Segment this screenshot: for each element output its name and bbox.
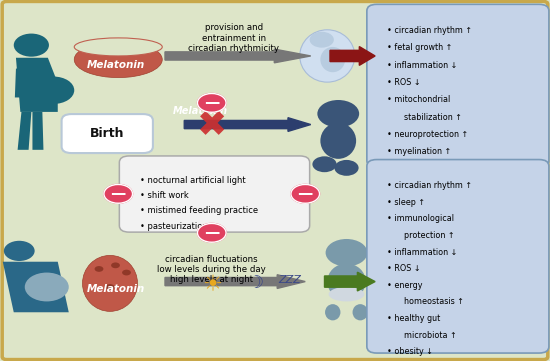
Circle shape <box>317 100 359 127</box>
Text: ☀: ☀ <box>202 275 222 295</box>
Text: Melatonin: Melatonin <box>86 60 145 70</box>
Text: —: — <box>111 186 126 201</box>
Polygon shape <box>32 112 43 150</box>
FancyArrow shape <box>184 118 311 131</box>
Text: stabilization ↑: stabilization ↑ <box>399 113 462 122</box>
Circle shape <box>95 266 103 272</box>
Circle shape <box>334 160 359 176</box>
Text: —: — <box>204 225 219 240</box>
Ellipse shape <box>325 304 340 321</box>
Circle shape <box>310 32 334 48</box>
Text: • healthy gut: • healthy gut <box>387 314 440 323</box>
Text: • inflammation ↓: • inflammation ↓ <box>387 61 457 70</box>
Circle shape <box>4 241 35 261</box>
FancyBboxPatch shape <box>62 114 153 153</box>
FancyBboxPatch shape <box>367 160 549 353</box>
Text: ☽: ☽ <box>248 274 264 292</box>
Text: —: — <box>298 186 313 201</box>
Text: Melatonin: Melatonin <box>86 284 145 294</box>
FancyBboxPatch shape <box>119 156 310 232</box>
Ellipse shape <box>327 264 366 300</box>
Circle shape <box>197 223 226 242</box>
Circle shape <box>25 273 69 301</box>
Text: • mitochondrial: • mitochondrial <box>387 95 450 104</box>
Ellipse shape <box>74 42 162 78</box>
Ellipse shape <box>320 123 356 159</box>
FancyArrow shape <box>330 47 375 65</box>
Polygon shape <box>3 262 69 312</box>
Ellipse shape <box>82 256 138 311</box>
Text: Birth: Birth <box>90 127 124 140</box>
Circle shape <box>197 93 226 112</box>
Ellipse shape <box>300 30 355 82</box>
Ellipse shape <box>74 38 162 56</box>
Ellipse shape <box>320 47 345 72</box>
FancyArrow shape <box>165 275 305 288</box>
Text: • energy: • energy <box>387 281 422 290</box>
Text: • neuroprotection ↑: • neuroprotection ↑ <box>387 130 468 139</box>
Text: • immunological: • immunological <box>387 214 454 223</box>
Text: circadian fluctuations
low levels during the day
high levels at night: circadian fluctuations low levels during… <box>157 255 266 284</box>
Text: ZZZ: ZZZ <box>278 275 301 285</box>
Text: microbiota ↑: microbiota ↑ <box>399 331 456 340</box>
Polygon shape <box>16 58 58 112</box>
Text: • obesity ↓: • obesity ↓ <box>387 347 433 356</box>
FancyBboxPatch shape <box>367 4 549 167</box>
Text: protection ↑: protection ↑ <box>399 231 454 240</box>
Text: • sleep ↑: • sleep ↑ <box>387 198 425 207</box>
Ellipse shape <box>353 304 368 321</box>
Text: • circadian rhythm ↑: • circadian rhythm ↑ <box>387 181 472 190</box>
Text: Melatonin: Melatonin <box>173 106 228 116</box>
Text: • nocturnal artificial light: • nocturnal artificial light <box>140 176 246 185</box>
Circle shape <box>122 270 131 275</box>
Circle shape <box>32 77 74 104</box>
Circle shape <box>326 239 367 266</box>
Polygon shape <box>18 112 31 150</box>
Ellipse shape <box>329 287 364 301</box>
Text: • shift work: • shift work <box>140 191 189 200</box>
Text: • ROS ↓: • ROS ↓ <box>387 264 420 273</box>
FancyArrow shape <box>324 272 375 291</box>
Circle shape <box>312 156 337 172</box>
Text: • inflammation ↓: • inflammation ↓ <box>387 248 457 257</box>
Text: homeostasis ↑: homeostasis ↑ <box>399 297 464 306</box>
Text: • mistimed feeding practice: • mistimed feeding practice <box>140 206 258 216</box>
Circle shape <box>291 184 320 203</box>
Circle shape <box>104 184 133 203</box>
Text: • pasteurization: • pasteurization <box>140 222 208 231</box>
Polygon shape <box>15 69 23 97</box>
Text: ✖: ✖ <box>197 109 227 143</box>
Circle shape <box>14 34 49 57</box>
Text: provision and
entrainment in
circadian rhythmicity: provision and entrainment in circadian r… <box>188 23 279 53</box>
Circle shape <box>106 284 114 290</box>
Text: • circadian rhythm ↑: • circadian rhythm ↑ <box>387 26 472 35</box>
Text: • myelination ↑: • myelination ↑ <box>387 147 451 156</box>
FancyArrow shape <box>165 49 311 63</box>
Text: —: — <box>204 95 219 110</box>
Text: • ROS ↓: • ROS ↓ <box>387 78 420 87</box>
Circle shape <box>111 262 120 268</box>
Text: • fetal growth ↑: • fetal growth ↑ <box>387 43 452 52</box>
